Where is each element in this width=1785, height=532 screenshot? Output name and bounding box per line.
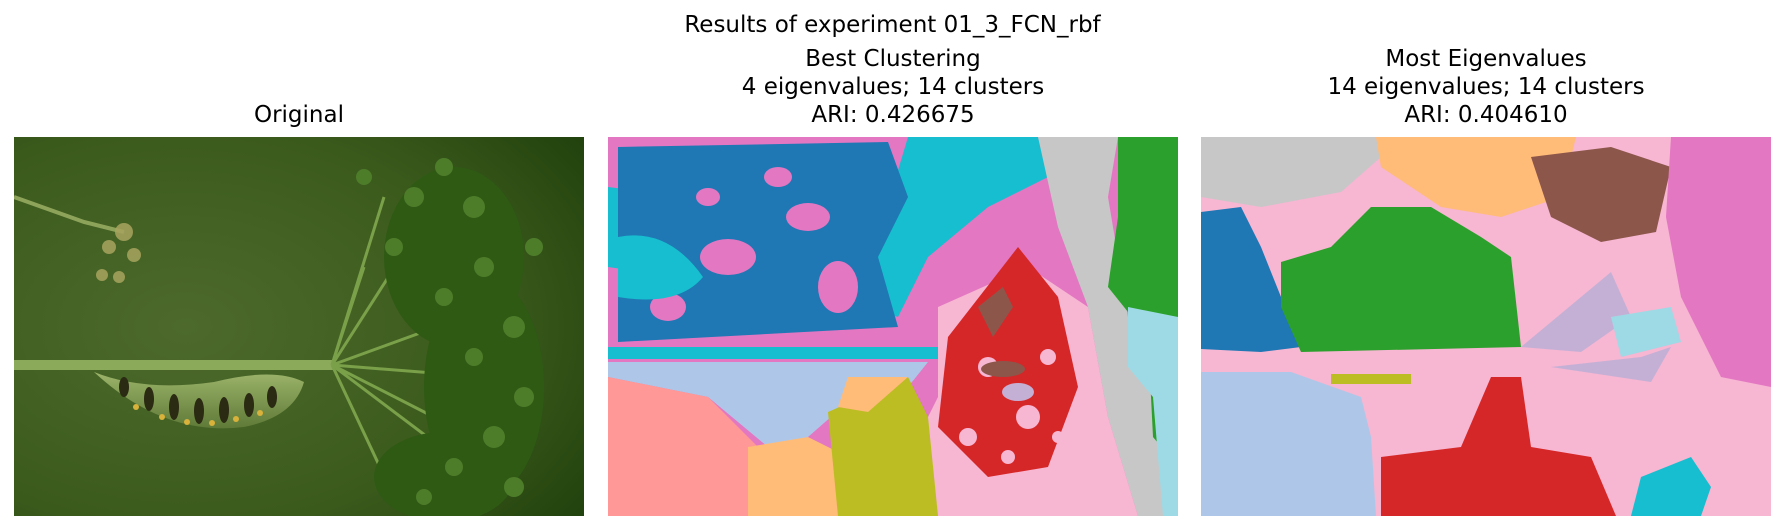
most-title-line-2: 14 eigenvalues; 14 clusters — [1327, 74, 1645, 100]
original-title-line: Original — [253, 102, 344, 128]
main-stem — [14, 360, 334, 370]
caterpillar — [94, 372, 304, 429]
original-title: Original — [14, 101, 584, 129]
most-eigenvalues-title: Most Eigenvalues 14 eigenvalues; 14 clus… — [1201, 45, 1771, 129]
best-clustering-title: Best Clustering 4 eigenvalues; 14 cluste… — [608, 45, 1178, 129]
figure-suptitle: Results of experiment 01_3_FCN_rbf — [684, 12, 1101, 38]
best-clustering-image — [608, 137, 1178, 516]
best-title-line-1: Best Clustering — [805, 46, 981, 72]
most-title-line-1: Most Eigenvalues — [1385, 46, 1587, 72]
best-title-line-3: ARI: 0.426675 — [811, 102, 975, 128]
original-image — [14, 137, 584, 516]
most-eigenvalues-image — [1201, 137, 1771, 516]
most-title-line-3: ARI: 0.404610 — [1404, 102, 1568, 128]
best-title-line-2: 4 eigenvalues; 14 clusters — [741, 74, 1045, 100]
